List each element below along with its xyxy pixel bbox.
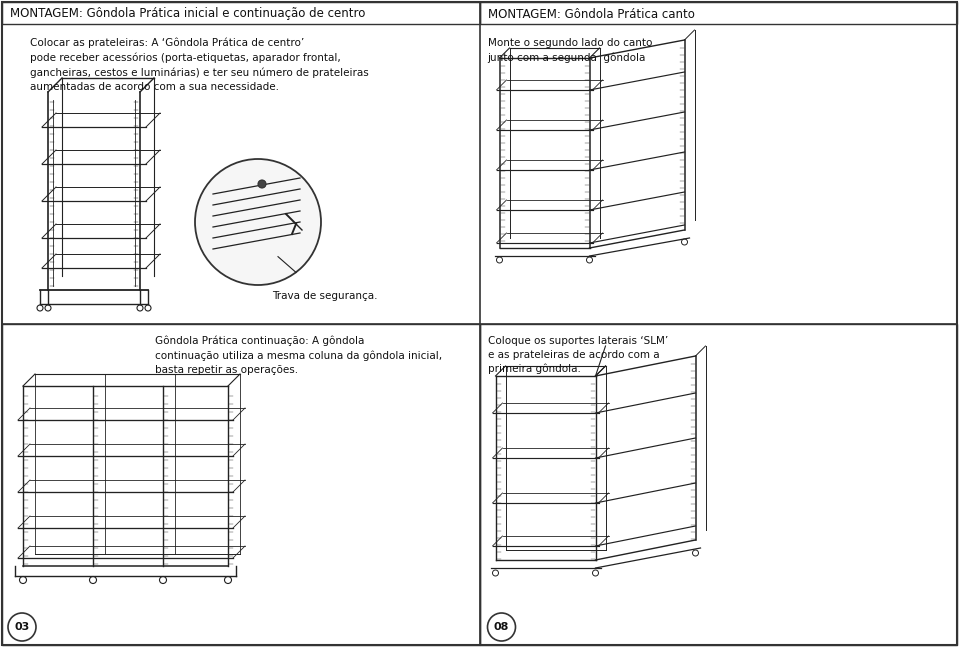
- Text: 08: 08: [494, 622, 509, 632]
- Text: Colocar as prateleiras: A ‘Gôndola Prática de centro’
pode receber acessórios (p: Colocar as prateleiras: A ‘Gôndola Práti…: [30, 38, 369, 92]
- Bar: [2, 2, 480, 24]
- Bar: [480, 2, 957, 24]
- Text: MONTAGEM: Gôndola Prática canto: MONTAGEM: Gôndola Prática canto: [487, 8, 694, 21]
- Text: MONTAGEM: Gôndola Prática inicial e continuação de centro: MONTAGEM: Gôndola Prática inicial e cont…: [10, 8, 365, 21]
- Bar: [480, 324, 957, 645]
- Text: Gôndola Prática continuação: A gôndola
continuação utiliza a mesma coluna da gôn: Gôndola Prática continuação: A gôndola c…: [155, 336, 442, 375]
- Bar: [2, 324, 480, 645]
- Circle shape: [258, 180, 266, 188]
- Text: Coloque os suportes laterais ‘SLM’
e as prateleiras de acordo com a
primeira gôn: Coloque os suportes laterais ‘SLM’ e as …: [487, 336, 667, 374]
- Text: 03: 03: [14, 622, 30, 632]
- Circle shape: [195, 159, 321, 285]
- Text: Monte o segundo lado do canto
junto com a segunda  gôndola: Monte o segundo lado do canto junto com …: [487, 38, 652, 63]
- Text: Trava de segurança.: Trava de segurança.: [272, 291, 378, 301]
